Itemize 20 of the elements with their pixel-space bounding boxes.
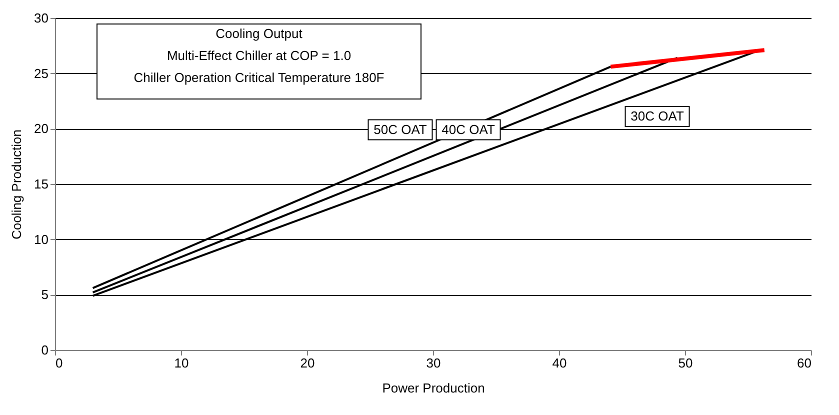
y-tick-label: 10 (34, 232, 48, 247)
series-label: 50C OAT (374, 122, 427, 137)
x-tick-label: 30 (426, 356, 441, 370)
legend-label: 40C OAT (442, 122, 495, 137)
x-tick-label: 60 (797, 356, 812, 370)
x-tick-label: 0 (56, 356, 63, 370)
x-tick-label: 20 (300, 356, 315, 370)
x-tick-label: 50 (678, 356, 693, 370)
x-tick-label: 40 (552, 356, 567, 370)
series-label: 30C OAT (630, 108, 684, 124)
y-tick-label: 5 (41, 287, 48, 302)
y-tick-label: 15 (34, 176, 48, 192)
x-axis-title: Power Production (382, 380, 485, 396)
y-tick-label: 20 (34, 121, 48, 136)
y-tick-label: 0 (41, 342, 48, 358)
y-axis-title: Cooling Production (9, 130, 24, 240)
y-tick-label: 25 (34, 66, 48, 81)
x-tick-label: 10 (174, 356, 189, 370)
y-tick-label: 30 (34, 10, 48, 26)
annotation: Cooling Output Multi-Effect Chiller at COP = 1.0 Chiller Operation Critical Temperature 180F (134, 26, 384, 85)
